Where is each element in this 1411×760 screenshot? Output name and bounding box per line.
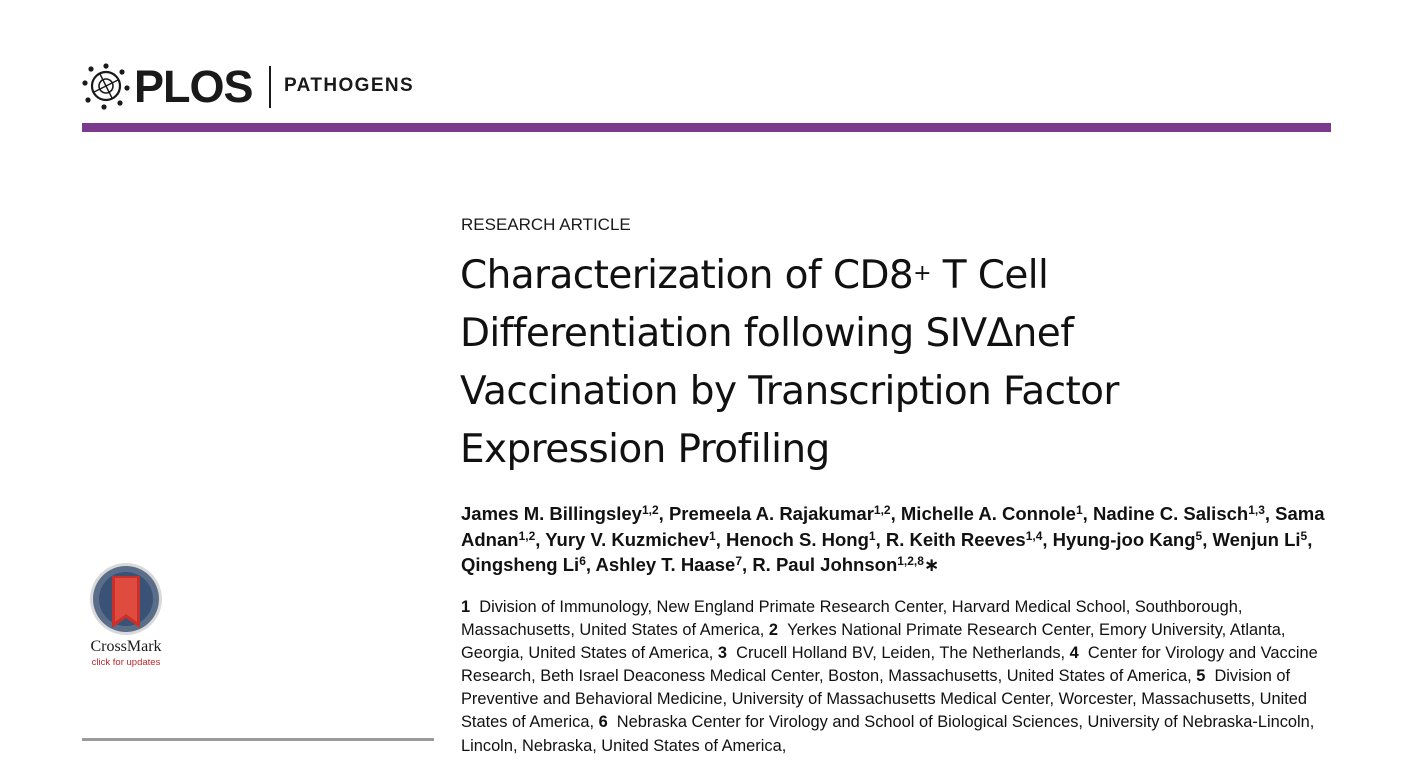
author[interactable]: Sama Adnan1,2 [461, 503, 1325, 550]
title-line-1: Characterization of CD8+ T Cell [460, 253, 1049, 298]
affiliation: 1 Division of Immunology, New England Pr… [461, 598, 1243, 640]
author[interactable]: Yury V. Kuzmichev1 [545, 528, 716, 550]
header-accent-bar [82, 123, 1331, 132]
author[interactable]: Wenjun Li5 [1212, 528, 1308, 550]
affiliation-list: 1 Division of Immunology, New England Pr… [461, 596, 1336, 758]
affiliation: 3 Crucell Holland BV, Leiden, The Nether… [717, 644, 1070, 663]
corresponding-author-mark: ∗ [923, 554, 940, 575]
article-type: RESEARCH ARTICLE [461, 215, 631, 234]
title-line-4: Expression Profiling [460, 427, 830, 472]
author[interactable]: Hyung-joo Kang5 [1052, 528, 1203, 550]
affiliation: 2 Yerkes National Primate Research Cente… [461, 621, 1286, 663]
publisher-logo-text: PLOS [134, 61, 254, 112]
author[interactable]: James M. Billingsley1,2 [461, 503, 659, 524]
plos-logo-icon [82, 63, 130, 110]
author[interactable]: Premeela A. Rajakumar1,2 [668, 503, 891, 524]
logo-divider [269, 66, 271, 108]
journal-header: PLOS PATHOGENS [82, 58, 1331, 118]
title-line-3: Vaccination by Transcription Factor [460, 369, 1119, 414]
author-list: James M. Billingsley1,2, Premeela A. Raj… [461, 503, 1325, 575]
affiliation: 4 Center for Virology and Vaccine Resear… [461, 644, 1318, 686]
author[interactable]: R. Keith Reeves1,4 [885, 528, 1043, 550]
journal-name: PATHOGENS [284, 75, 415, 96]
crossmark-label[interactable]: CrossMark [90, 638, 162, 655]
crossmark-badge[interactable]: CrossMark click for updates [82, 562, 170, 672]
author[interactable]: Michelle A. Connole1 [900, 503, 1083, 524]
author[interactable]: Qingsheng Li6 [461, 554, 586, 575]
article-title: Characterization of CD8+ T Cell Differen… [460, 247, 1220, 479]
affiliation: 5 Division of Preventive and Behavioral … [461, 667, 1308, 732]
crossmark-sublabel[interactable]: click for updates [91, 657, 161, 668]
sidebar-divider [82, 738, 434, 741]
crossmark-icon [90, 563, 162, 635]
title-line-2: Differentiation following SIVΔnef [460, 311, 1074, 356]
author[interactable]: Henoch S. Hong1 [726, 528, 876, 550]
author[interactable]: Nadine C. Salisch1,3 [1092, 503, 1265, 524]
affiliation: 6 Nebraska Center for Virology and Schoo… [461, 713, 1315, 755]
author[interactable]: Ashley T. Haase7 [595, 554, 743, 575]
author[interactable]: R. Paul Johnson1,2,8 [752, 554, 924, 575]
